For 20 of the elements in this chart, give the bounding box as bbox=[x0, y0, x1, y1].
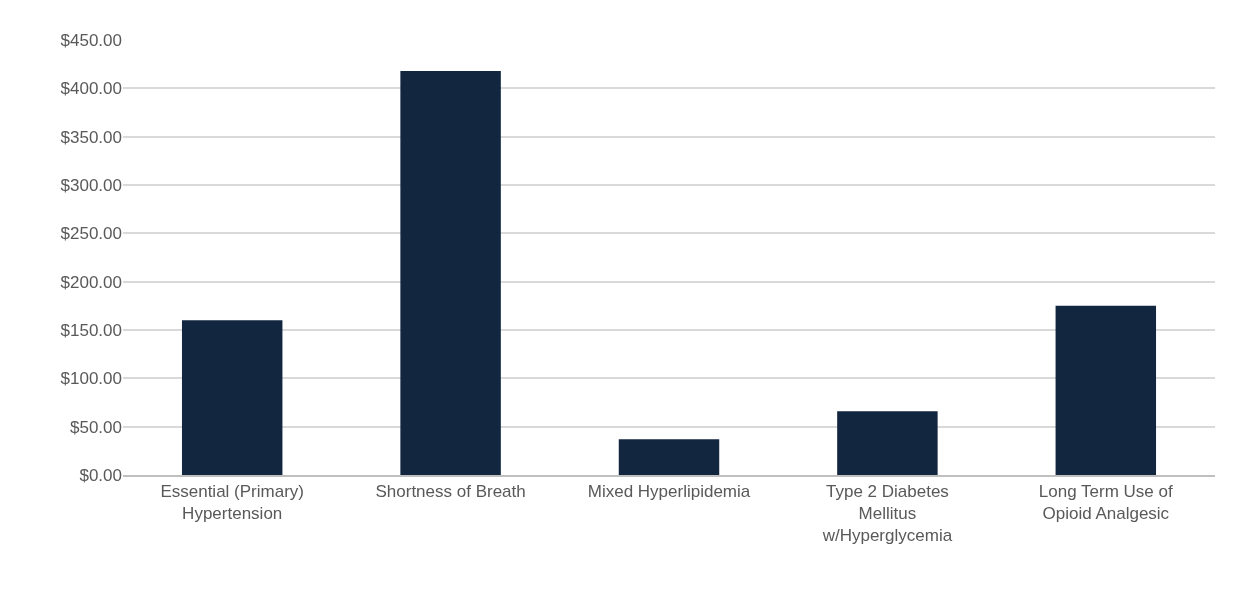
y-tick-label: $400.00 bbox=[60, 79, 122, 99]
y-tick-label: $300.00 bbox=[60, 175, 122, 195]
x-tick-label: Shortness of Breath bbox=[375, 482, 526, 502]
bar bbox=[837, 411, 938, 475]
y-tick-label: $250.00 bbox=[60, 224, 122, 244]
x-tick-label: Essential (Primary) Hypertension bbox=[160, 482, 304, 524]
y-tick-label: $100.00 bbox=[60, 369, 122, 389]
y-tick-label: $150.00 bbox=[60, 320, 122, 340]
y-tick-label: $450.00 bbox=[60, 30, 122, 50]
y-tick-label: $200.00 bbox=[60, 272, 122, 292]
y-tick-label: $350.00 bbox=[60, 127, 122, 147]
x-tick-label: Type 2 Diabetes Mellitus w/Hyperglycemia bbox=[821, 482, 953, 546]
bar bbox=[618, 439, 720, 475]
bar bbox=[1055, 305, 1157, 475]
bar bbox=[400, 70, 501, 475]
y-tick-label: $50.00 bbox=[70, 417, 122, 437]
bar bbox=[181, 320, 283, 475]
x-tick-label: Mixed Hyperlipidemia bbox=[587, 482, 751, 502]
y-tick-label: $0.00 bbox=[79, 465, 122, 485]
x-tick-label: Long Term Use of Opioid Analgesic bbox=[1038, 482, 1174, 524]
